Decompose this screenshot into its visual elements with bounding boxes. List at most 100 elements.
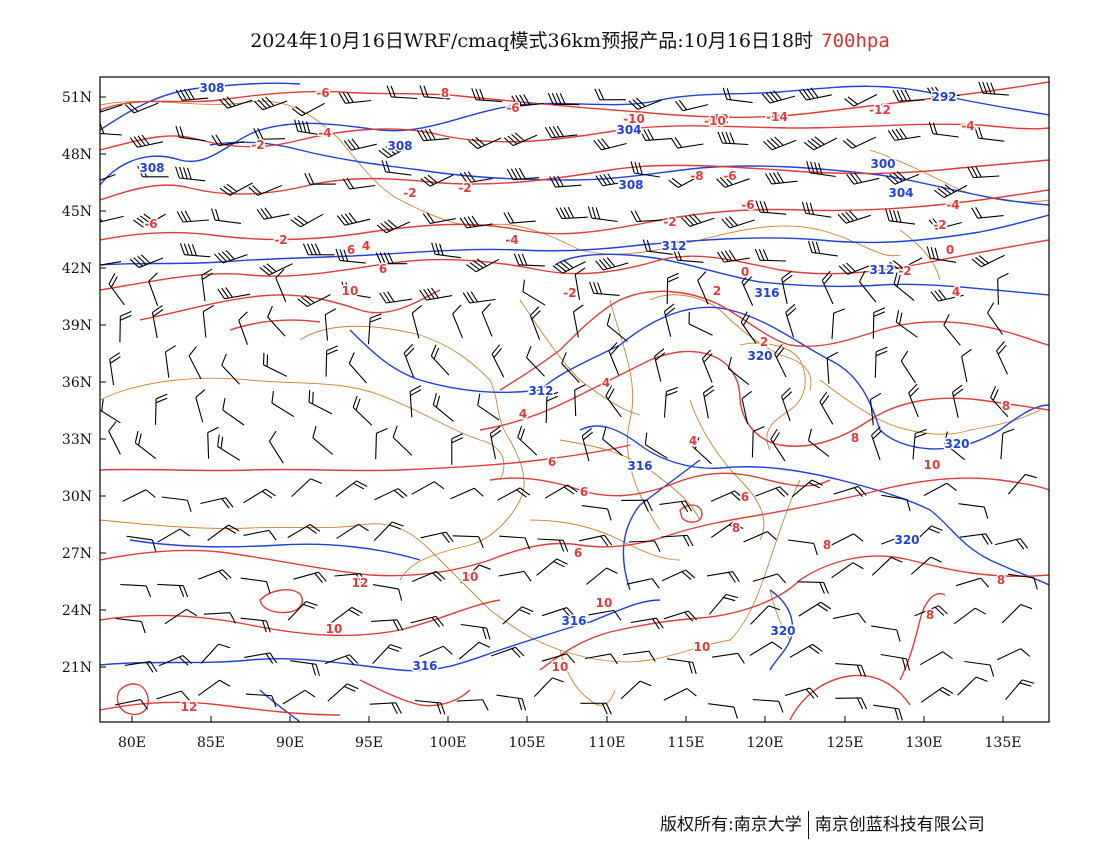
wind-barb: [706, 571, 740, 583]
barb-staff: [227, 99, 253, 109]
wind-barb: [198, 679, 231, 696]
barb-staff: [894, 135, 921, 141]
barb-feather: [857, 486, 867, 496]
wind-barb: [595, 173, 629, 187]
barb-feather: [846, 174, 855, 185]
barb-feather: [943, 431, 948, 444]
barb-feather: [134, 430, 139, 443]
barb-staff: [325, 350, 328, 377]
barb-feather: [339, 249, 345, 262]
wind-barb: [697, 271, 709, 305]
barb-feather: [678, 99, 688, 111]
barb-staff: [996, 350, 1008, 375]
barb-feather: [763, 201, 769, 213]
barb-staff: [458, 641, 480, 660]
barb-feather: [859, 270, 866, 282]
barb-staff: [497, 487, 521, 501]
height-contour: [349, 306, 1049, 450]
barb-feather: [765, 92, 775, 103]
barb-feather: [403, 343, 414, 354]
barb-feather: [885, 175, 896, 185]
barb-feather: [599, 259, 608, 270]
barb-feather: [818, 162, 823, 175]
barb-feather: [770, 428, 778, 440]
wind-barb: [957, 676, 988, 696]
height-contour: [100, 599, 661, 672]
barb-staff: [137, 141, 164, 148]
temperature-label: 4: [362, 239, 370, 253]
barb-feather: [336, 215, 346, 226]
barb-feather: [344, 685, 356, 692]
barb-feather: [385, 146, 396, 155]
barb-feather: [259, 266, 270, 276]
wind-barb: [119, 310, 132, 343]
wind-barb: [471, 88, 502, 103]
barb-feather: [471, 215, 480, 227]
barb-staff: [831, 313, 835, 340]
wind-barb: [819, 391, 834, 425]
wind-barb: [129, 134, 164, 148]
wind-barb: [375, 428, 388, 460]
barb-staff: [608, 350, 620, 376]
barb-feather: [926, 246, 931, 259]
barb-feather: [482, 627, 487, 640]
barb-feather: [676, 248, 682, 261]
lon-label: 110E: [589, 735, 626, 751]
barb-feather: [311, 663, 317, 676]
barb-staff: [202, 311, 207, 338]
barb-staff: [601, 142, 627, 151]
geopotential-contours: [100, 82, 1049, 722]
barb-feather: [934, 247, 939, 260]
wind-barb: [409, 385, 422, 418]
lat-label: 36N: [62, 375, 92, 391]
barb-feather: [694, 437, 700, 450]
barb-feather: [985, 533, 993, 545]
barb-staff: [188, 355, 202, 380]
barb-feather: [435, 616, 444, 627]
barb-feather: [515, 95, 523, 107]
barb-staff: [871, 435, 881, 460]
barb-staff: [282, 689, 306, 705]
barb-feather: [826, 351, 839, 359]
temperature-contour: [139, 289, 441, 321]
barb-feather: [426, 212, 435, 224]
barb-feather: [393, 489, 404, 499]
barb-feather: [889, 261, 900, 271]
barb-staff: [751, 431, 754, 458]
barb-feather: [129, 137, 138, 148]
wind-barb: [774, 344, 787, 378]
barb-feather: [151, 539, 157, 552]
wind-barb: [630, 210, 663, 223]
barb-feather: [511, 648, 521, 658]
barb-feather: [743, 276, 753, 286]
boundary-line: [689, 399, 765, 541]
barb-staff: [403, 352, 415, 378]
barb-staff: [798, 601, 822, 617]
barb-staff: [602, 438, 623, 457]
barb-staff: [411, 481, 435, 495]
barb-feather: [396, 619, 404, 631]
barb-feather: [928, 528, 940, 534]
copyright-footer: 版权所有:南京大学 南京创蓝科技有限公司: [660, 810, 985, 839]
barb-feather: [493, 347, 502, 358]
wind-barb: [456, 699, 489, 711]
barb-feather: [567, 206, 575, 219]
temperature-label: -12: [869, 103, 891, 117]
temperature-contour: [899, 593, 946, 681]
barb-staff: [134, 442, 157, 460]
lon-label: 100E: [430, 735, 467, 751]
barb-feather: [762, 249, 769, 261]
barb-feather: [971, 258, 982, 268]
wind-barb: [410, 615, 444, 628]
barb-feather: [431, 287, 439, 299]
barb-feather: [777, 573, 787, 584]
barb-feather: [369, 317, 382, 323]
barb-staff: [335, 480, 357, 498]
barb-feather: [770, 138, 780, 148]
temperature-label: -4: [505, 233, 518, 247]
barb-feather: [451, 437, 463, 444]
barb-staff: [1008, 573, 1034, 579]
barb-feather: [553, 560, 565, 568]
wind-barb: [124, 661, 158, 673]
barb-feather: [802, 89, 811, 100]
